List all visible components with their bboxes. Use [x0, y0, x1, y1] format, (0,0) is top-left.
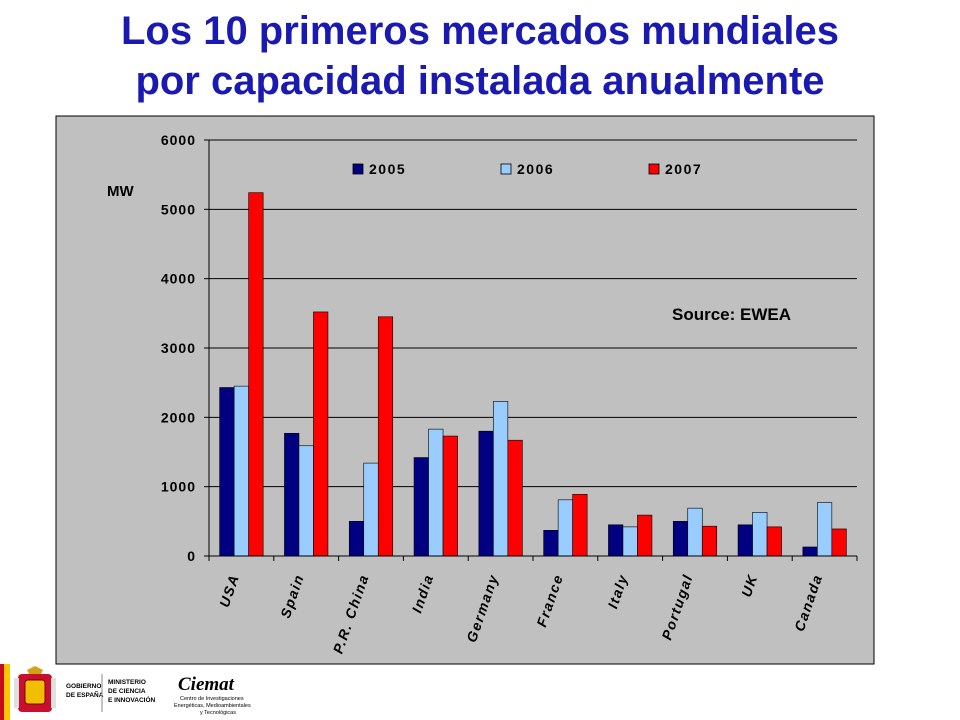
y-axis-label: MW	[107, 183, 134, 200]
bar-2007-portugal	[701, 525, 718, 557]
bar-2006-uk	[752, 512, 768, 557]
bar-2007-p-r-china	[377, 316, 394, 557]
footer-logos: GOBIERNO DE ESPAÑA MINISTERIO DE CIENCIA…	[0, 664, 251, 720]
y-tick-label: 6000	[161, 132, 196, 148]
legend-swatch-2006	[500, 163, 512, 175]
eu-stars-icon	[5, 674, 9, 708]
legend-label-2005: 2005	[369, 161, 406, 177]
legend: 2005 2006 2007	[352, 161, 702, 177]
bar-2006-p-r-china	[363, 462, 379, 557]
bar-2006-usa	[233, 385, 249, 557]
source-annotation: Source: EWEA	[672, 305, 791, 324]
spain-flag-stripe-yellow	[4, 664, 10, 720]
bar-2005-spain	[284, 432, 300, 557]
bar-2007-germany	[507, 439, 523, 557]
y-tick-label: 4000	[161, 271, 196, 287]
bar-2006-india	[428, 428, 444, 557]
legend-label-2007: 2007	[665, 161, 702, 177]
coat-of-arms-icon	[14, 666, 56, 712]
ciemat-line-3: y Tecnológicas	[200, 710, 236, 716]
chart-title-line-2: por capacidad instalada anualmente	[135, 59, 825, 103]
bar-2005-usa	[219, 387, 235, 557]
bar-2006-italy	[622, 526, 638, 557]
y-tick-label: 5000	[161, 201, 196, 217]
bar-2006-spain	[298, 445, 314, 557]
y-axis-ticks: 0 1000 2000 3000 4000 5000 6000	[161, 132, 209, 564]
bar-2006-germany	[493, 401, 509, 557]
bar-2007-italy	[637, 514, 653, 557]
ministry-line-2: DE CIENCIA	[108, 688, 146, 695]
bars	[219, 192, 847, 557]
ciemat-line-2: Energéticas, Medioambientales	[174, 703, 251, 709]
legend-swatch-2005	[352, 163, 364, 175]
ministry-line-1: MINISTERIO	[108, 679, 146, 686]
bar-2005-india	[413, 457, 429, 557]
chart-title: Los 10 primeros mercados mundiales por c…	[0, 6, 960, 106]
legend-swatch-2007	[648, 163, 660, 175]
gov-line-2: DE ESPAÑA	[66, 690, 104, 699]
bar-2006-portugal	[687, 507, 703, 557]
bar-2007-spain	[313, 311, 329, 557]
bar-2007-uk	[766, 526, 782, 557]
y-tick-label: 1000	[161, 479, 196, 495]
bar-2005-france	[543, 530, 559, 557]
bar-2005-p-r-china	[348, 521, 365, 557]
spain-flag-stripe-red	[0, 664, 4, 720]
bar-2005-italy	[608, 524, 624, 557]
chart-title-line-1: Los 10 primeros mercados mundiales	[120, 9, 840, 53]
gov-line-1: GOBIERNO	[66, 683, 101, 690]
ministry-line-3: E INNOVACIÓN	[108, 695, 155, 704]
bar-2005-uk	[737, 524, 753, 557]
y-tick-label: 3000	[161, 340, 196, 356]
y-tick-label: 2000	[161, 409, 196, 425]
bar-2006-canada	[817, 502, 833, 557]
ciemat-line-1: Centro de Investigaciones	[180, 696, 244, 702]
bar-2007-canada	[831, 528, 847, 557]
ciemat-logo: Ciemat	[178, 674, 235, 695]
x-tick-label: UK	[738, 572, 761, 599]
bar-2005-germany	[478, 430, 494, 557]
bar-2007-usa	[248, 192, 264, 557]
bar-2007-india	[442, 435, 458, 557]
bar-2006-france	[557, 499, 573, 557]
legend-label-2006: 2006	[517, 161, 554, 177]
y-tick-label: 0	[187, 548, 196, 564]
bar-2007-france	[572, 493, 588, 557]
bar-2005-portugal	[672, 521, 689, 557]
bar-2005-canada	[802, 546, 818, 557]
